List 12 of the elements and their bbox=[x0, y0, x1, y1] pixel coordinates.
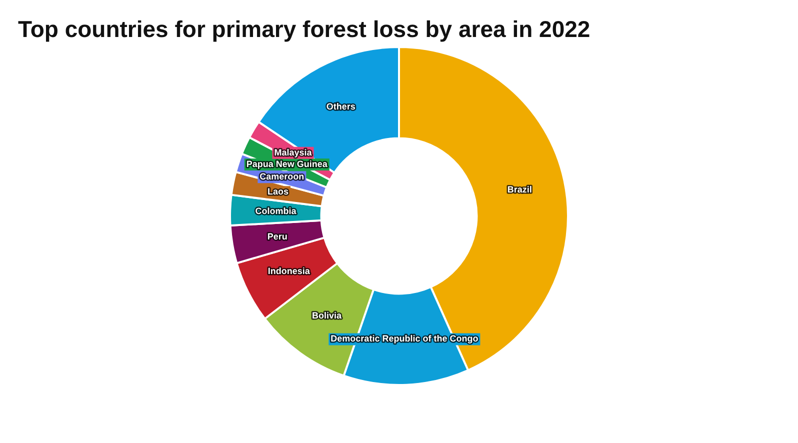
slice-label: Brazil bbox=[507, 184, 532, 195]
slice-label: Democratic Republic of the Congo bbox=[330, 334, 479, 344]
slice-label: Laos bbox=[267, 186, 288, 197]
slice-label: Colombia bbox=[255, 206, 298, 216]
slice-label: Others bbox=[326, 102, 356, 112]
chart-title: Top countries for primary forest loss by area in 2022 bbox=[18, 16, 590, 43]
slice-label: Peru bbox=[267, 231, 288, 242]
slice-label: Cameroon bbox=[260, 172, 304, 182]
slice-label: Bolivia bbox=[312, 310, 343, 321]
slice-label: Malaysia bbox=[274, 147, 313, 158]
slice-label: Indonesia bbox=[268, 266, 311, 276]
slice-label: Papua New Guinea bbox=[246, 159, 328, 170]
